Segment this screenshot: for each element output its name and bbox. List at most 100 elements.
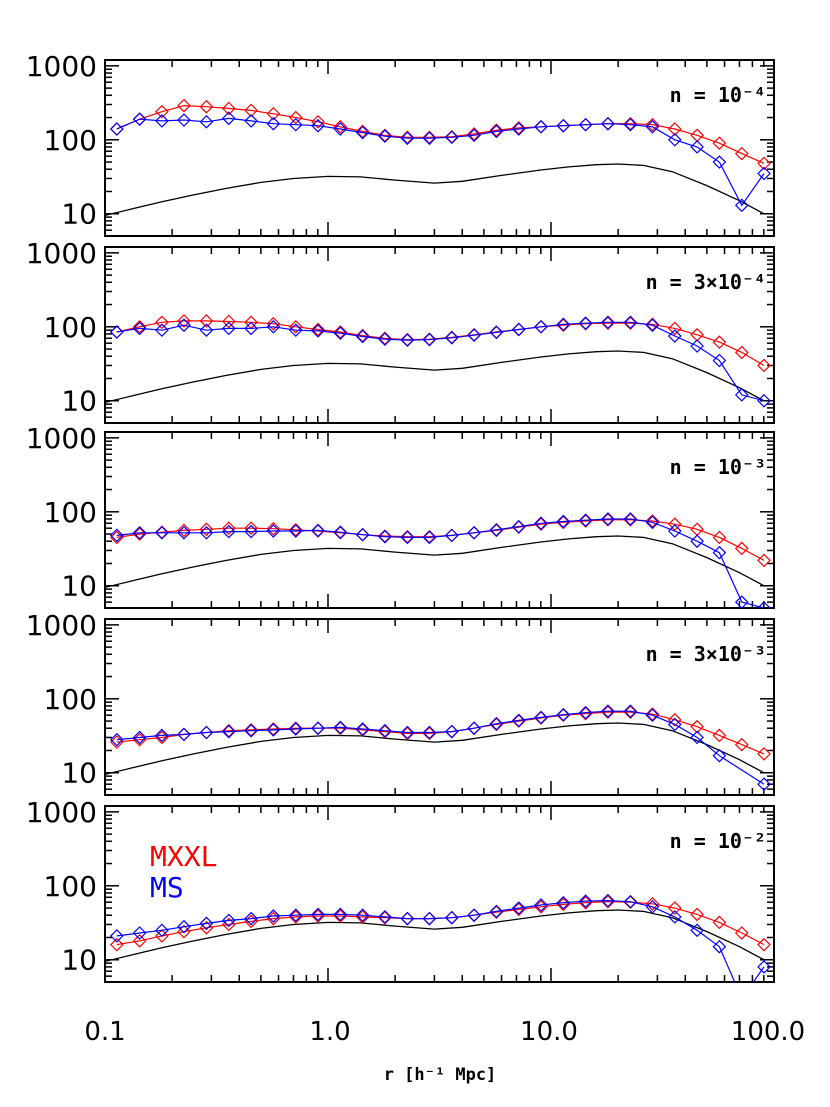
mxxl-point [155, 929, 169, 943]
ms-point [467, 525, 481, 540]
ms-point [155, 728, 169, 743]
ms-point [311, 324, 325, 338]
mxxl-point [734, 146, 749, 161]
ms-point [177, 318, 191, 333]
ms-point [601, 512, 615, 526]
panel-2: 10 100 1000 n = 3×10⁻⁴ [26, 237, 775, 424]
model-line [105, 535, 765, 589]
ms-point [511, 519, 526, 534]
ms-point [132, 321, 147, 336]
y-tick-label: 100 [44, 124, 97, 157]
mxxl-point [177, 523, 191, 538]
panel-frame [104, 59, 775, 237]
mxxl-point [667, 321, 682, 336]
ms-point [311, 721, 325, 736]
ms-point [690, 140, 704, 154]
panel-plot-area [105, 98, 771, 217]
ms-point [578, 894, 593, 908]
mxxl-point [556, 318, 571, 333]
ms-point [667, 910, 682, 924]
density-annotation: n = 10⁻² [670, 829, 766, 853]
y-tick-label: 10 [61, 198, 97, 231]
ms-point [601, 315, 615, 330]
ms-point [645, 708, 660, 723]
ms-point [109, 325, 124, 339]
ms-point [556, 118, 571, 133]
ms-point [244, 114, 258, 128]
ms-line [116, 710, 765, 785]
mxxl-point [177, 98, 191, 113]
ms-point [467, 128, 481, 143]
mxxl-point [244, 521, 258, 536]
ms-point [177, 727, 191, 742]
ms-point [333, 907, 348, 922]
ms-line [116, 321, 765, 402]
ms-point [355, 329, 370, 344]
y-tick-label: 10 [61, 385, 97, 418]
mxxl-point [132, 934, 147, 948]
ms-point [378, 529, 392, 544]
mxxl-point [645, 707, 660, 721]
ms-point [444, 910, 459, 925]
mxxl-point [378, 724, 392, 739]
mxxl-point [645, 117, 660, 132]
legend-ms: MS [150, 871, 184, 904]
ms-point [155, 323, 169, 338]
ms-point [623, 315, 638, 330]
ms-point [199, 725, 214, 740]
mxxl-point [645, 514, 660, 528]
panel-frame [104, 618, 775, 796]
mxxl-point [690, 907, 704, 922]
ms-point [378, 723, 392, 738]
ms-point [511, 322, 526, 337]
ms-point [266, 524, 281, 538]
x-axis-label: r [h⁻¹ Mpc] [384, 1065, 497, 1085]
ms-point [757, 960, 771, 974]
ms-point [623, 704, 638, 719]
ms-point [690, 730, 704, 745]
y-tick-label: 10 [61, 570, 97, 603]
mxxl-point [422, 726, 437, 741]
y-tick-label: 1000 [26, 796, 97, 829]
ms-point [467, 721, 481, 736]
mxxl-point [333, 325, 348, 339]
ms-point [422, 332, 437, 347]
ms-point [578, 117, 593, 132]
ms-point [645, 515, 660, 530]
ms-point [534, 119, 548, 134]
ms-point [757, 601, 771, 608]
ms-point [489, 716, 504, 731]
ms-point [489, 124, 504, 139]
ms-point [155, 923, 169, 938]
y-tick-label: 1000 [26, 422, 97, 455]
y-tick-label: 1000 [26, 50, 97, 83]
mxxl-line [116, 320, 765, 367]
mxxl-point [734, 926, 749, 940]
panel-5: 10 100 1000 n = 10⁻² [26, 796, 775, 983]
model-line [105, 722, 765, 776]
ms-point [667, 717, 682, 732]
mxxl-point [690, 719, 704, 734]
ms-point [177, 525, 191, 540]
mxxl-point [623, 705, 638, 719]
ms-point [422, 725, 437, 740]
mxxl-point [288, 523, 303, 537]
ms-point [757, 166, 771, 181]
ms-point [534, 319, 548, 334]
ms-point [400, 131, 415, 146]
mxxl-point [667, 122, 682, 136]
ms-point [467, 328, 481, 343]
ms-point [177, 919, 191, 934]
mxxl-point [757, 553, 771, 568]
mxxl-point [757, 358, 771, 373]
ms-point [690, 339, 704, 353]
mxxl-point [155, 104, 169, 119]
ms-point [511, 122, 526, 136]
ms-point [109, 528, 124, 543]
mxxl-point [221, 314, 236, 329]
ms-point [556, 895, 571, 910]
x-tick-label-100.0: 100.0 [731, 1017, 805, 1047]
y-tick-label: 10 [61, 944, 97, 977]
ms-point [422, 131, 437, 146]
ms-point [757, 777, 771, 792]
